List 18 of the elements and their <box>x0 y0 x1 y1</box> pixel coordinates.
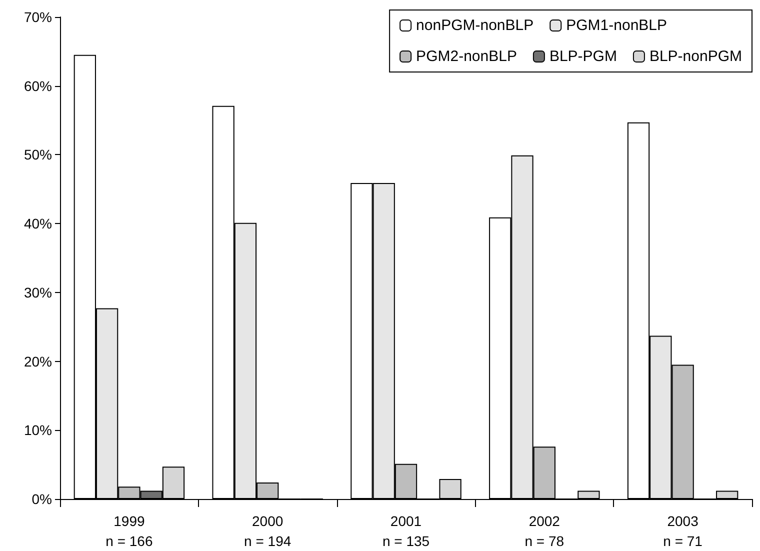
x-tick-label: 2003 n = 71 <box>663 513 703 549</box>
x-tick-label: 2001 n = 135 <box>382 513 430 549</box>
legend-label: nonPGM-nonBLP <box>416 17 534 34</box>
y-tick-label: 60% <box>24 78 52 94</box>
y-tick-label: 40% <box>24 216 52 232</box>
y-tick-label: 20% <box>24 353 52 370</box>
legend-label: BLP-PGM <box>549 48 617 65</box>
y-tick-label: 30% <box>24 284 52 300</box>
legend-label: BLP-nonPGM <box>649 48 742 65</box>
legend-label: PGM1-nonBLP <box>566 17 668 34</box>
legend-label: PGM2-nonBLP <box>416 48 517 65</box>
x-tick-label: 2002 n = 78 <box>524 513 564 549</box>
y-tick-label: 50% <box>24 146 52 163</box>
y-tick-label: 70% <box>24 9 52 25</box>
y-tick-label: 10% <box>24 422 52 438</box>
x-tick-label: 2000 n = 194 <box>244 513 292 549</box>
y-tick-label: 0% <box>32 491 52 507</box>
x-tick-label: 1999 n = 166 <box>106 513 153 549</box>
